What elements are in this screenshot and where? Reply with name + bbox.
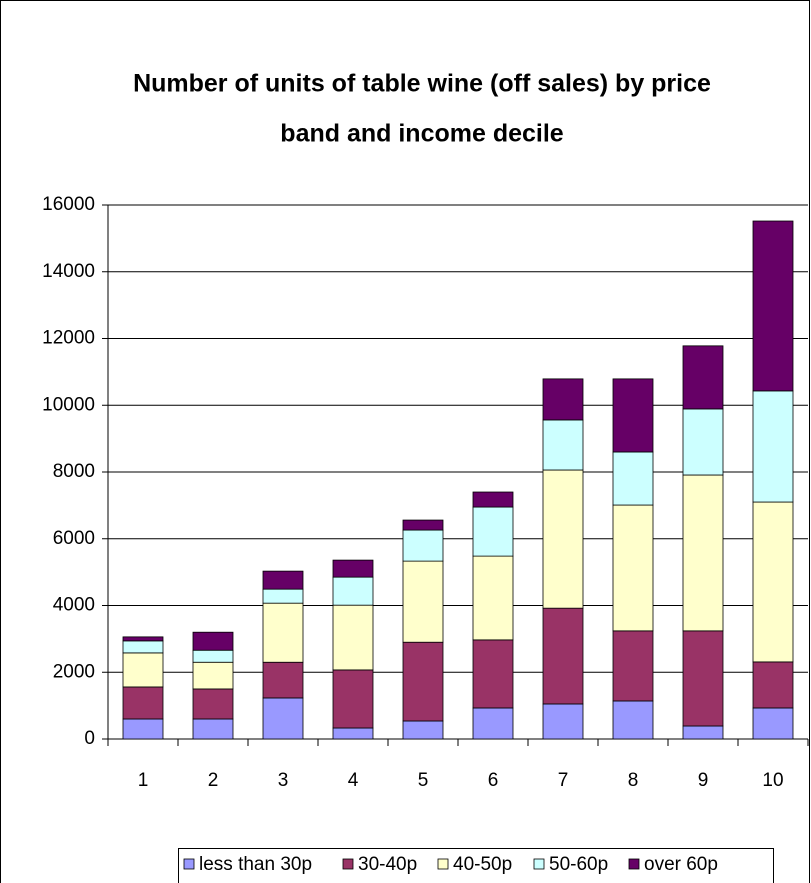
bar-segment [752,501,794,663]
x-tick-label: 8 [628,770,639,791]
legend-label: over 60p [644,854,718,875]
y-tick-label: 10000 [42,394,95,415]
bar-segment [682,408,724,476]
legend-swatch [533,858,545,870]
y-tick-label: 14000 [42,261,95,282]
bar-segment [122,640,164,654]
bar-segment [332,604,374,671]
x-tick-label: 10 [762,770,783,791]
bar-segment [752,390,794,503]
y-tick-label: 8000 [53,461,95,482]
bar-segment [542,378,584,421]
bar-segment [332,727,374,740]
bar-segment [402,641,444,722]
bar-segment [122,718,164,740]
bar-segment [752,220,794,392]
bar-segment [262,602,304,663]
bar-segment [682,345,724,410]
bar-segment [682,725,724,740]
chart-title: band and income decile [280,120,563,148]
bar-segment [192,688,234,720]
bar-segment [612,504,654,632]
bar-segment [402,560,444,643]
bar-segment [472,555,514,641]
bar-segment [192,649,234,663]
y-tick-label: 4000 [53,595,95,616]
legend-label: 40-50p [453,854,512,875]
y-tick-label: 6000 [53,528,95,549]
bar-segment [122,652,164,688]
bar-segment [472,707,514,740]
bar-segment [542,703,584,740]
y-tick-label: 2000 [53,661,95,682]
bar-segment [262,570,304,590]
bar-segment [612,630,654,702]
bar-segment [192,661,234,690]
bar-segment [122,686,164,720]
bar-segment [402,720,444,740]
bar-segment [332,576,374,606]
bar-segment [612,700,654,740]
y-tick-label: 16000 [42,194,95,215]
legend-swatch [183,858,195,870]
bar-segment [192,718,234,740]
legend-swatch [437,858,449,870]
bar-segment [542,419,584,471]
x-tick-label: 2 [208,770,219,791]
bar-segment [402,519,444,531]
bar-segment [682,630,724,727]
bar-segment [752,707,794,740]
bar-segment [472,639,514,709]
legend-box [178,848,774,883]
x-tick-label: 3 [278,770,289,791]
x-tick-label: 9 [698,770,709,791]
bar-segment [612,378,654,453]
x-tick-label: 1 [138,770,149,791]
bar-segment [612,451,654,506]
bar-segment [122,636,164,642]
x-tick-label: 6 [488,770,499,791]
legend-label: 50-60p [549,854,608,875]
legend-label: less than 30p [199,854,312,875]
bar-segment [262,697,304,740]
bar-segment [542,469,584,609]
bar-segment [472,506,514,557]
legend-swatch [342,858,354,870]
bar-segment [682,474,724,632]
x-tick-label: 5 [418,770,429,791]
legend-swatch [628,858,640,870]
bar-segment [472,491,514,508]
y-tick-label: 12000 [42,328,95,349]
bar-segment [262,661,304,699]
bar-segment [542,607,584,705]
chart-title: Number of units of table wine (off sales… [133,70,711,98]
x-tick-label: 4 [348,770,359,791]
x-tick-label: 7 [558,770,569,791]
bar-segment [752,661,794,709]
y-tick-label: 0 [84,728,95,749]
bar-segment [402,529,444,562]
legend-label: 30-40p [358,854,417,875]
bar-segment [192,631,234,651]
bar-segment [262,588,304,604]
bar-segment [332,669,374,729]
bar-segment [332,559,374,578]
